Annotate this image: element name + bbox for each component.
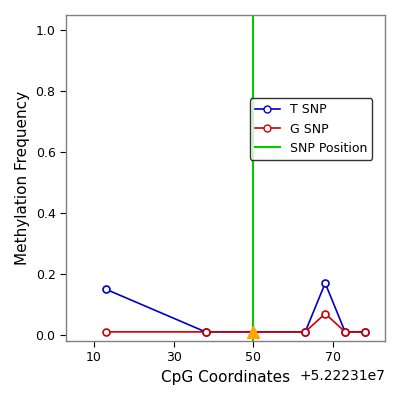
X-axis label: CpG Coordinates: CpG Coordinates	[161, 370, 290, 385]
Y-axis label: Methylation Frequency: Methylation Frequency	[15, 91, 30, 265]
Legend: T SNP, G SNP, SNP Position: T SNP, G SNP, SNP Position	[250, 98, 372, 160]
